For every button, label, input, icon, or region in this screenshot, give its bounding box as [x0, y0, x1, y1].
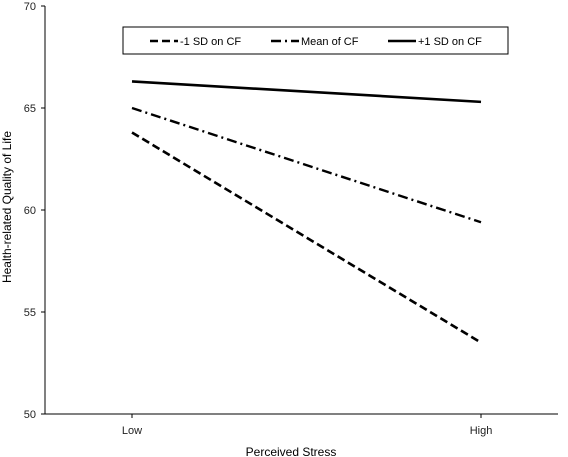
legend-label-1: -1 SD on CF	[180, 36, 241, 48]
y-tick-label: 50	[24, 409, 36, 421]
legend-label-3: +1 SD on CF	[418, 36, 482, 48]
series-line-2	[131, 106, 482, 224]
x-tick-label: High	[470, 425, 493, 437]
legend-label-2: Mean of CF	[301, 36, 359, 48]
y-tick-label: 65	[24, 103, 36, 115]
y-tick-label: 55	[24, 307, 36, 319]
legend: -1 SD on CF Mean of CF +1 SD on CF	[122, 26, 509, 55]
x-axis-title: Perceived Stress	[246, 445, 337, 457]
y-tick-label: 70	[24, 1, 36, 13]
series-line-1	[131, 131, 482, 344]
legend-box	[122, 26, 509, 55]
series-layer	[131, 80, 482, 344]
x-tick-label: Low	[122, 425, 142, 437]
y-tick-label: 60	[24, 205, 36, 217]
series-line-3	[131, 80, 482, 104]
axes-layer: 50 55 60 65 70 Low High	[24, 1, 558, 437]
y-axis-title: Health-related Quality of Life	[0, 131, 14, 283]
